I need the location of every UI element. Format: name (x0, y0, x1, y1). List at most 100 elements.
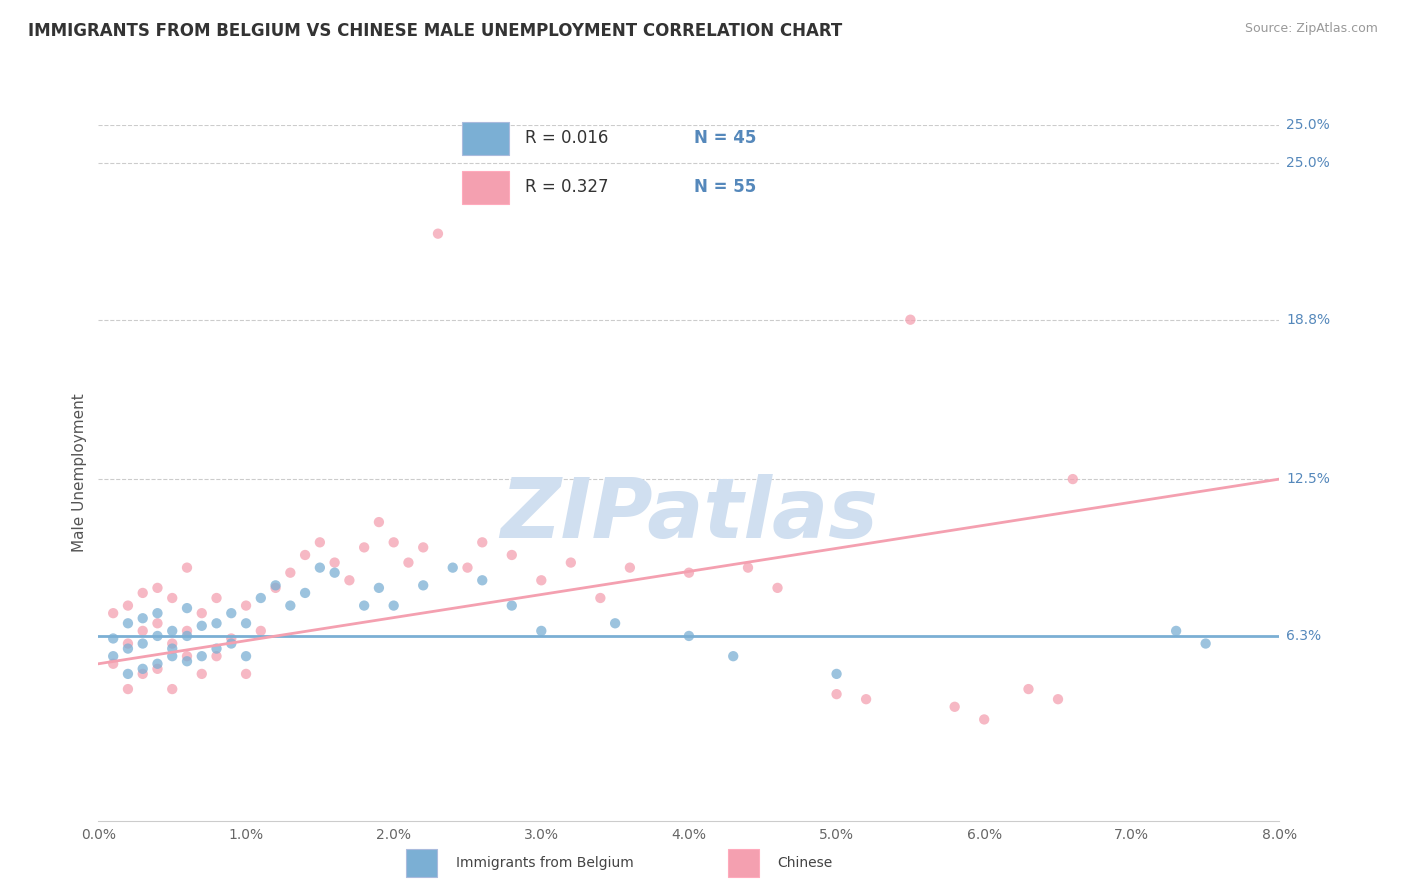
Point (162, 682, 183, 697)
Bar (461, 122, 509, 154)
Point (353, 599, 375, 613)
Point (898, 312, 921, 326)
Point (176, 649, 198, 664)
Point (323, 556, 346, 570)
Point (855, 692, 877, 706)
Text: N = 45: N = 45 (695, 129, 756, 147)
Point (308, 560, 332, 574)
Text: Source: ZipAtlas.com: Source: ZipAtlas.com (1244, 22, 1378, 36)
Point (426, 227, 449, 241)
Point (162, 641, 183, 656)
Point (294, 548, 316, 562)
Point (235, 649, 257, 664)
Point (176, 624, 198, 638)
Point (619, 560, 641, 574)
Point (825, 687, 848, 701)
Point (103, 606, 124, 620)
Point (103, 632, 124, 646)
Point (205, 649, 228, 664)
Point (117, 599, 139, 613)
Text: Chinese: Chinese (778, 856, 832, 870)
Point (250, 591, 273, 605)
Text: Immigrants from Belgium: Immigrants from Belgium (456, 856, 633, 870)
Point (382, 535, 405, 549)
Point (235, 616, 257, 631)
Point (560, 556, 582, 570)
Point (353, 541, 375, 555)
Point (146, 616, 169, 631)
Point (501, 599, 523, 613)
Point (103, 649, 124, 664)
Point (176, 601, 198, 615)
Point (766, 581, 789, 595)
Point (323, 566, 346, 580)
Point (103, 657, 124, 671)
Bar (406, 849, 437, 877)
Point (205, 641, 228, 656)
Bar (728, 849, 759, 877)
Text: 6.3%: 6.3% (1286, 629, 1322, 643)
Point (176, 560, 198, 574)
Point (721, 649, 744, 664)
Text: 25.0%: 25.0% (1286, 156, 1330, 169)
Point (1164, 624, 1187, 638)
Point (162, 649, 183, 664)
Point (176, 629, 198, 643)
Point (471, 535, 494, 549)
Point (264, 581, 287, 595)
Point (146, 629, 169, 643)
Point (162, 624, 183, 638)
Point (146, 606, 169, 620)
Point (737, 560, 759, 574)
Text: 25.0%: 25.0% (1286, 118, 1330, 132)
Point (367, 581, 389, 595)
Point (162, 636, 183, 650)
Point (132, 636, 155, 650)
Point (264, 578, 287, 592)
Point (412, 541, 434, 555)
Point (589, 591, 612, 605)
Point (1062, 472, 1084, 486)
Text: R = 0.327: R = 0.327 (524, 178, 609, 196)
Y-axis label: Male Unemployment: Male Unemployment (72, 393, 87, 552)
Point (1046, 692, 1069, 706)
Point (441, 560, 464, 574)
Point (117, 641, 139, 656)
Point (235, 599, 257, 613)
Point (471, 574, 494, 588)
Point (1194, 636, 1216, 650)
Point (530, 574, 553, 588)
Point (337, 574, 360, 588)
Point (250, 624, 273, 638)
Text: 18.8%: 18.8% (1286, 313, 1330, 326)
Point (396, 556, 419, 570)
Point (1017, 682, 1039, 697)
Point (117, 682, 139, 697)
Point (278, 566, 301, 580)
Point (235, 666, 257, 681)
Point (367, 515, 389, 529)
Point (219, 636, 242, 650)
Point (132, 586, 155, 600)
Point (191, 619, 214, 633)
Point (678, 566, 700, 580)
Point (191, 606, 214, 620)
Point (412, 578, 434, 592)
Point (146, 657, 169, 671)
Point (191, 649, 214, 664)
Text: N = 55: N = 55 (695, 178, 756, 196)
Point (132, 611, 155, 625)
Point (219, 632, 242, 646)
Point (117, 636, 139, 650)
Text: R = 0.016: R = 0.016 (524, 129, 607, 147)
Point (825, 666, 848, 681)
Point (146, 662, 169, 676)
Point (308, 535, 332, 549)
Point (973, 713, 995, 727)
Point (132, 624, 155, 638)
Point (382, 599, 405, 613)
Point (117, 616, 139, 631)
Point (176, 654, 198, 668)
Bar (461, 171, 509, 204)
Point (294, 586, 316, 600)
